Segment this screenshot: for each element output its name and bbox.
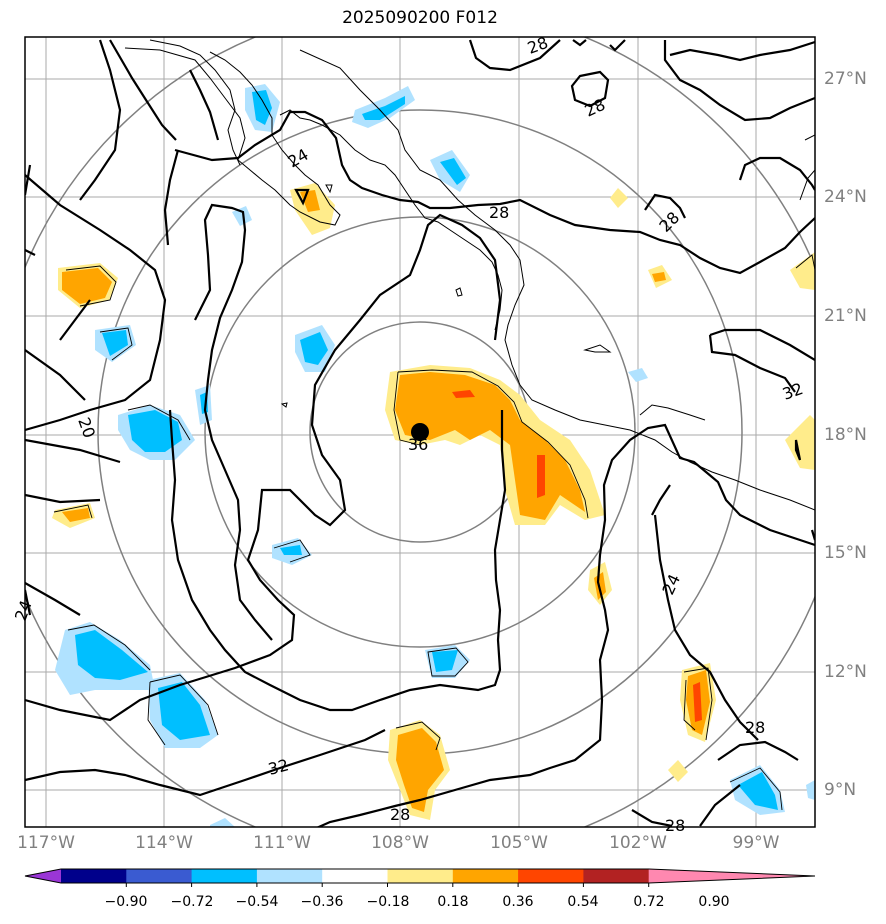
colorbar-tick-label: 0.36 (502, 894, 534, 910)
storm-center-marker (411, 423, 429, 441)
colorbar-tick-label: −0.36 (300, 894, 344, 910)
lat-label: 18°N (824, 425, 867, 445)
lat-label: 27°N (824, 69, 867, 89)
contour-label: 24 (11, 598, 36, 624)
lon-label: 108°W (371, 833, 429, 853)
contour-lines (25, 39, 815, 827)
colorbar-segment (452, 869, 519, 883)
colorbar-tick-label: −0.90 (104, 894, 148, 910)
lon-label: 117°W (17, 833, 75, 853)
colorbar-segment (648, 869, 815, 883)
contour-label: 28 (655, 208, 683, 236)
lat-label: 12°N (824, 662, 867, 682)
colorbar-segment (256, 869, 323, 883)
colorbar-tick-label: −0.54 (235, 894, 279, 910)
lon-label: 105°W (490, 833, 548, 853)
positive-shading (52, 183, 815, 820)
colorbar-tick-label: 0.18 (437, 894, 469, 910)
lat-label: 9°N (824, 780, 857, 800)
colorbar-segment (61, 869, 127, 883)
contour-label: 32 (266, 755, 291, 779)
colorbar-segment (25, 869, 61, 883)
lon-label: 99°W (732, 833, 780, 853)
feature-outlines (53, 254, 815, 811)
lon-label: 114°W (135, 833, 193, 853)
lon-label: 102°W (609, 833, 667, 853)
colorbar-segment (518, 869, 584, 883)
colorbar-segment (322, 869, 388, 883)
contour-label: 32 (780, 379, 806, 404)
contour-label: 20 (74, 415, 99, 441)
contour-label: 28 (489, 203, 509, 222)
contour-label: 28 (745, 718, 765, 737)
map-frame (24, 36, 816, 828)
colorbar-tick-label: −0.72 (170, 894, 214, 910)
chart-title: 2025090200 F012 (342, 8, 498, 28)
lon-label: 111°W (253, 833, 311, 853)
colorbar-segment (387, 869, 454, 883)
contour-label: 24 (285, 145, 312, 172)
lat-label: 15°N (824, 543, 867, 563)
lat-label: 21°N (824, 306, 867, 326)
colorbar-outline (24, 868, 816, 884)
colorbar-segment (126, 869, 193, 883)
colorbar-tick-label: 0.72 (633, 894, 665, 910)
colorbar (24, 868, 816, 887)
colorbar-tick-label: 0.54 (567, 894, 599, 910)
colorbar-segment (191, 869, 258, 883)
colorbar-tick-label: −0.18 (366, 894, 410, 910)
colorbar-segment (583, 869, 650, 883)
contour-label: 28 (390, 805, 410, 824)
colorbar-tick-label: 0.90 (698, 894, 730, 910)
negative-shading (55, 84, 815, 827)
contour-label: 28 (665, 816, 685, 835)
lat-label: 24°N (824, 187, 867, 207)
